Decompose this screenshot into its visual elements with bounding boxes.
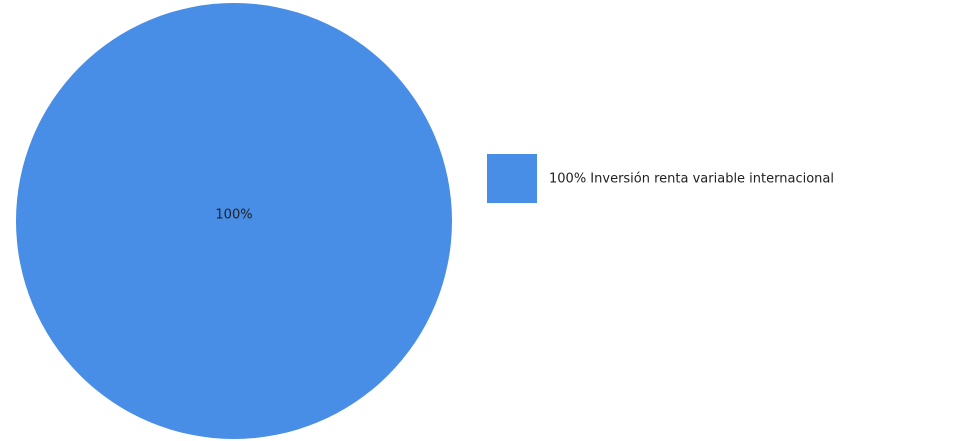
pie-slice-value-label: 100% — [215, 208, 252, 223]
legend: 100% Inversión renta variable internacio… — [487, 154, 834, 203]
legend-label: 100% Inversión renta variable internacio… — [549, 172, 834, 187]
pie-slice-labels: 100% — [215, 208, 252, 223]
legend-swatch — [487, 154, 537, 203]
